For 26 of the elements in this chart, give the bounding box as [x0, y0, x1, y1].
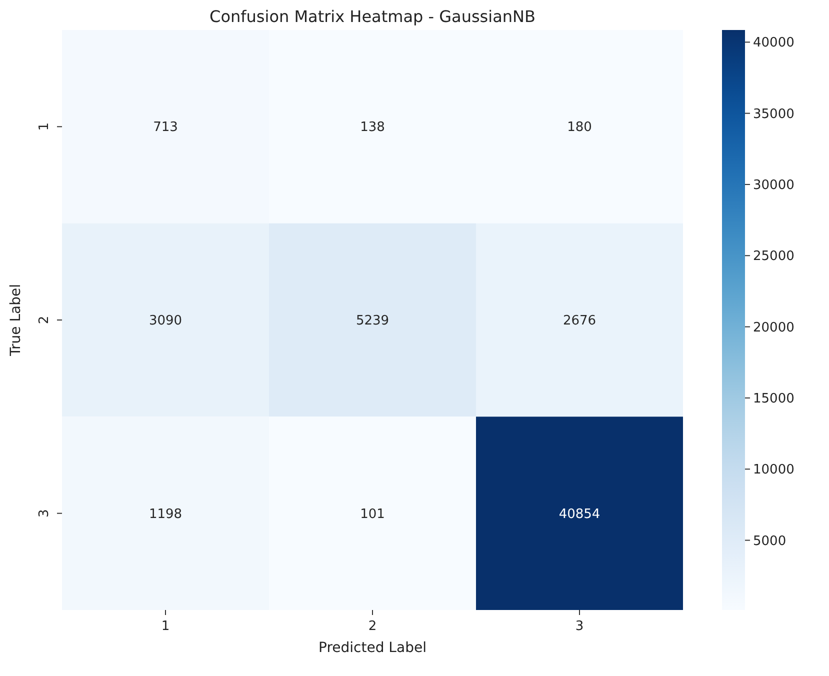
- data-label: 2676: [562, 314, 596, 329]
- chart-title: Confusion Matrix Heatmap - GaussianNB: [210, 7, 536, 26]
- data-label: 3090: [148, 314, 182, 329]
- data-label: 713: [153, 120, 178, 136]
- y-axis-title: True Label: [8, 284, 24, 357]
- data-label: 138: [360, 120, 385, 136]
- y-tick-label: 3: [37, 509, 52, 518]
- color-bar-label: 25000: [753, 249, 794, 264]
- color-bar-label: 10000: [753, 462, 794, 478]
- color-bar-label: 35000: [753, 106, 794, 122]
- y-tick-label: 2: [37, 316, 52, 324]
- data-label: 40854: [558, 506, 600, 522]
- data-label: 180: [567, 120, 592, 136]
- x-tick-label: 2: [368, 619, 377, 634]
- y-tick-label: 1: [37, 122, 52, 131]
- data-label: 101: [360, 506, 385, 522]
- color-bar-label: 5000: [753, 534, 786, 549]
- x-tick-label: 3: [575, 619, 584, 634]
- color-bar-label: 30000: [753, 178, 794, 194]
- color-bar-label: 15000: [753, 392, 794, 407]
- data-label: 5239: [356, 314, 390, 329]
- x-tick-label: 1: [161, 619, 170, 634]
- color-bar-label: 40000: [753, 36, 794, 51]
- data-label: 1198: [148, 506, 182, 522]
- color-bar-label: 20000: [753, 320, 794, 336]
- x-axis-title: Predicted Label: [318, 640, 426, 656]
